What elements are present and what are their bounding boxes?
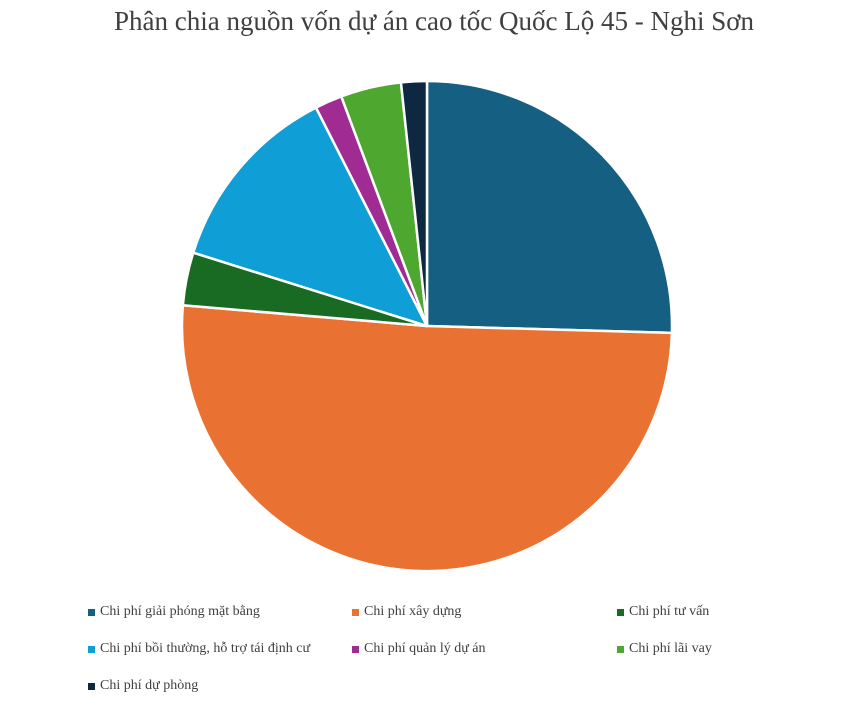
- legend: Chi phí giải phóng mặt bằng Chi phí xây …: [88, 604, 788, 694]
- legend-label: Chi phí giải phóng mặt bằng: [100, 604, 260, 619]
- legend-label: Chi phí tư vấn: [629, 604, 710, 619]
- legend-item-lai-vay: Chi phí lãi vay: [617, 641, 787, 657]
- legend-swatch: [352, 608, 359, 616]
- pie-slice-3: [191, 106, 429, 328]
- pie-slice-6: [399, 79, 429, 328]
- legend-label: Chi phí quản lý dự án: [364, 641, 486, 656]
- legend-swatch: [88, 682, 95, 690]
- legend-swatch: [617, 645, 624, 653]
- pie-chart: [180, 79, 674, 573]
- legend-item-boi-thuong-tai-dinh-cu: Chi phí bồi thường, hỗ trợ tái định cư: [88, 641, 352, 657]
- legend-swatch: [88, 608, 95, 616]
- legend-swatch: [352, 645, 359, 653]
- legend-label: Chi phí lãi vay: [629, 641, 712, 656]
- pie-slice-1: [180, 304, 674, 573]
- legend-swatch: [617, 608, 624, 616]
- legend-label: Chi phí dự phòng: [100, 678, 199, 693]
- legend-item-xay-dung: Chi phí xây dựng: [352, 604, 617, 620]
- legend-swatch: [88, 645, 95, 653]
- legend-item-tu-van: Chi phí tư vấn: [617, 604, 787, 620]
- chart-title: Phân chia nguồn vốn dự án cao tốc Quốc L…: [113, 6, 755, 36]
- legend-item-du-phong: Chi phí dự phòng: [88, 678, 352, 694]
- pie-slice-0: [425, 79, 674, 335]
- legend-label: Chi phí bồi thường, hỗ trợ tái định cư: [100, 641, 311, 656]
- legend-item-giai-phong-mat-bang: Chi phí giải phóng mặt bằng: [88, 604, 352, 620]
- legend-item-quan-ly-du-an: Chi phí quản lý dự án: [352, 641, 617, 657]
- legend-label: Chi phí xây dựng: [364, 604, 462, 619]
